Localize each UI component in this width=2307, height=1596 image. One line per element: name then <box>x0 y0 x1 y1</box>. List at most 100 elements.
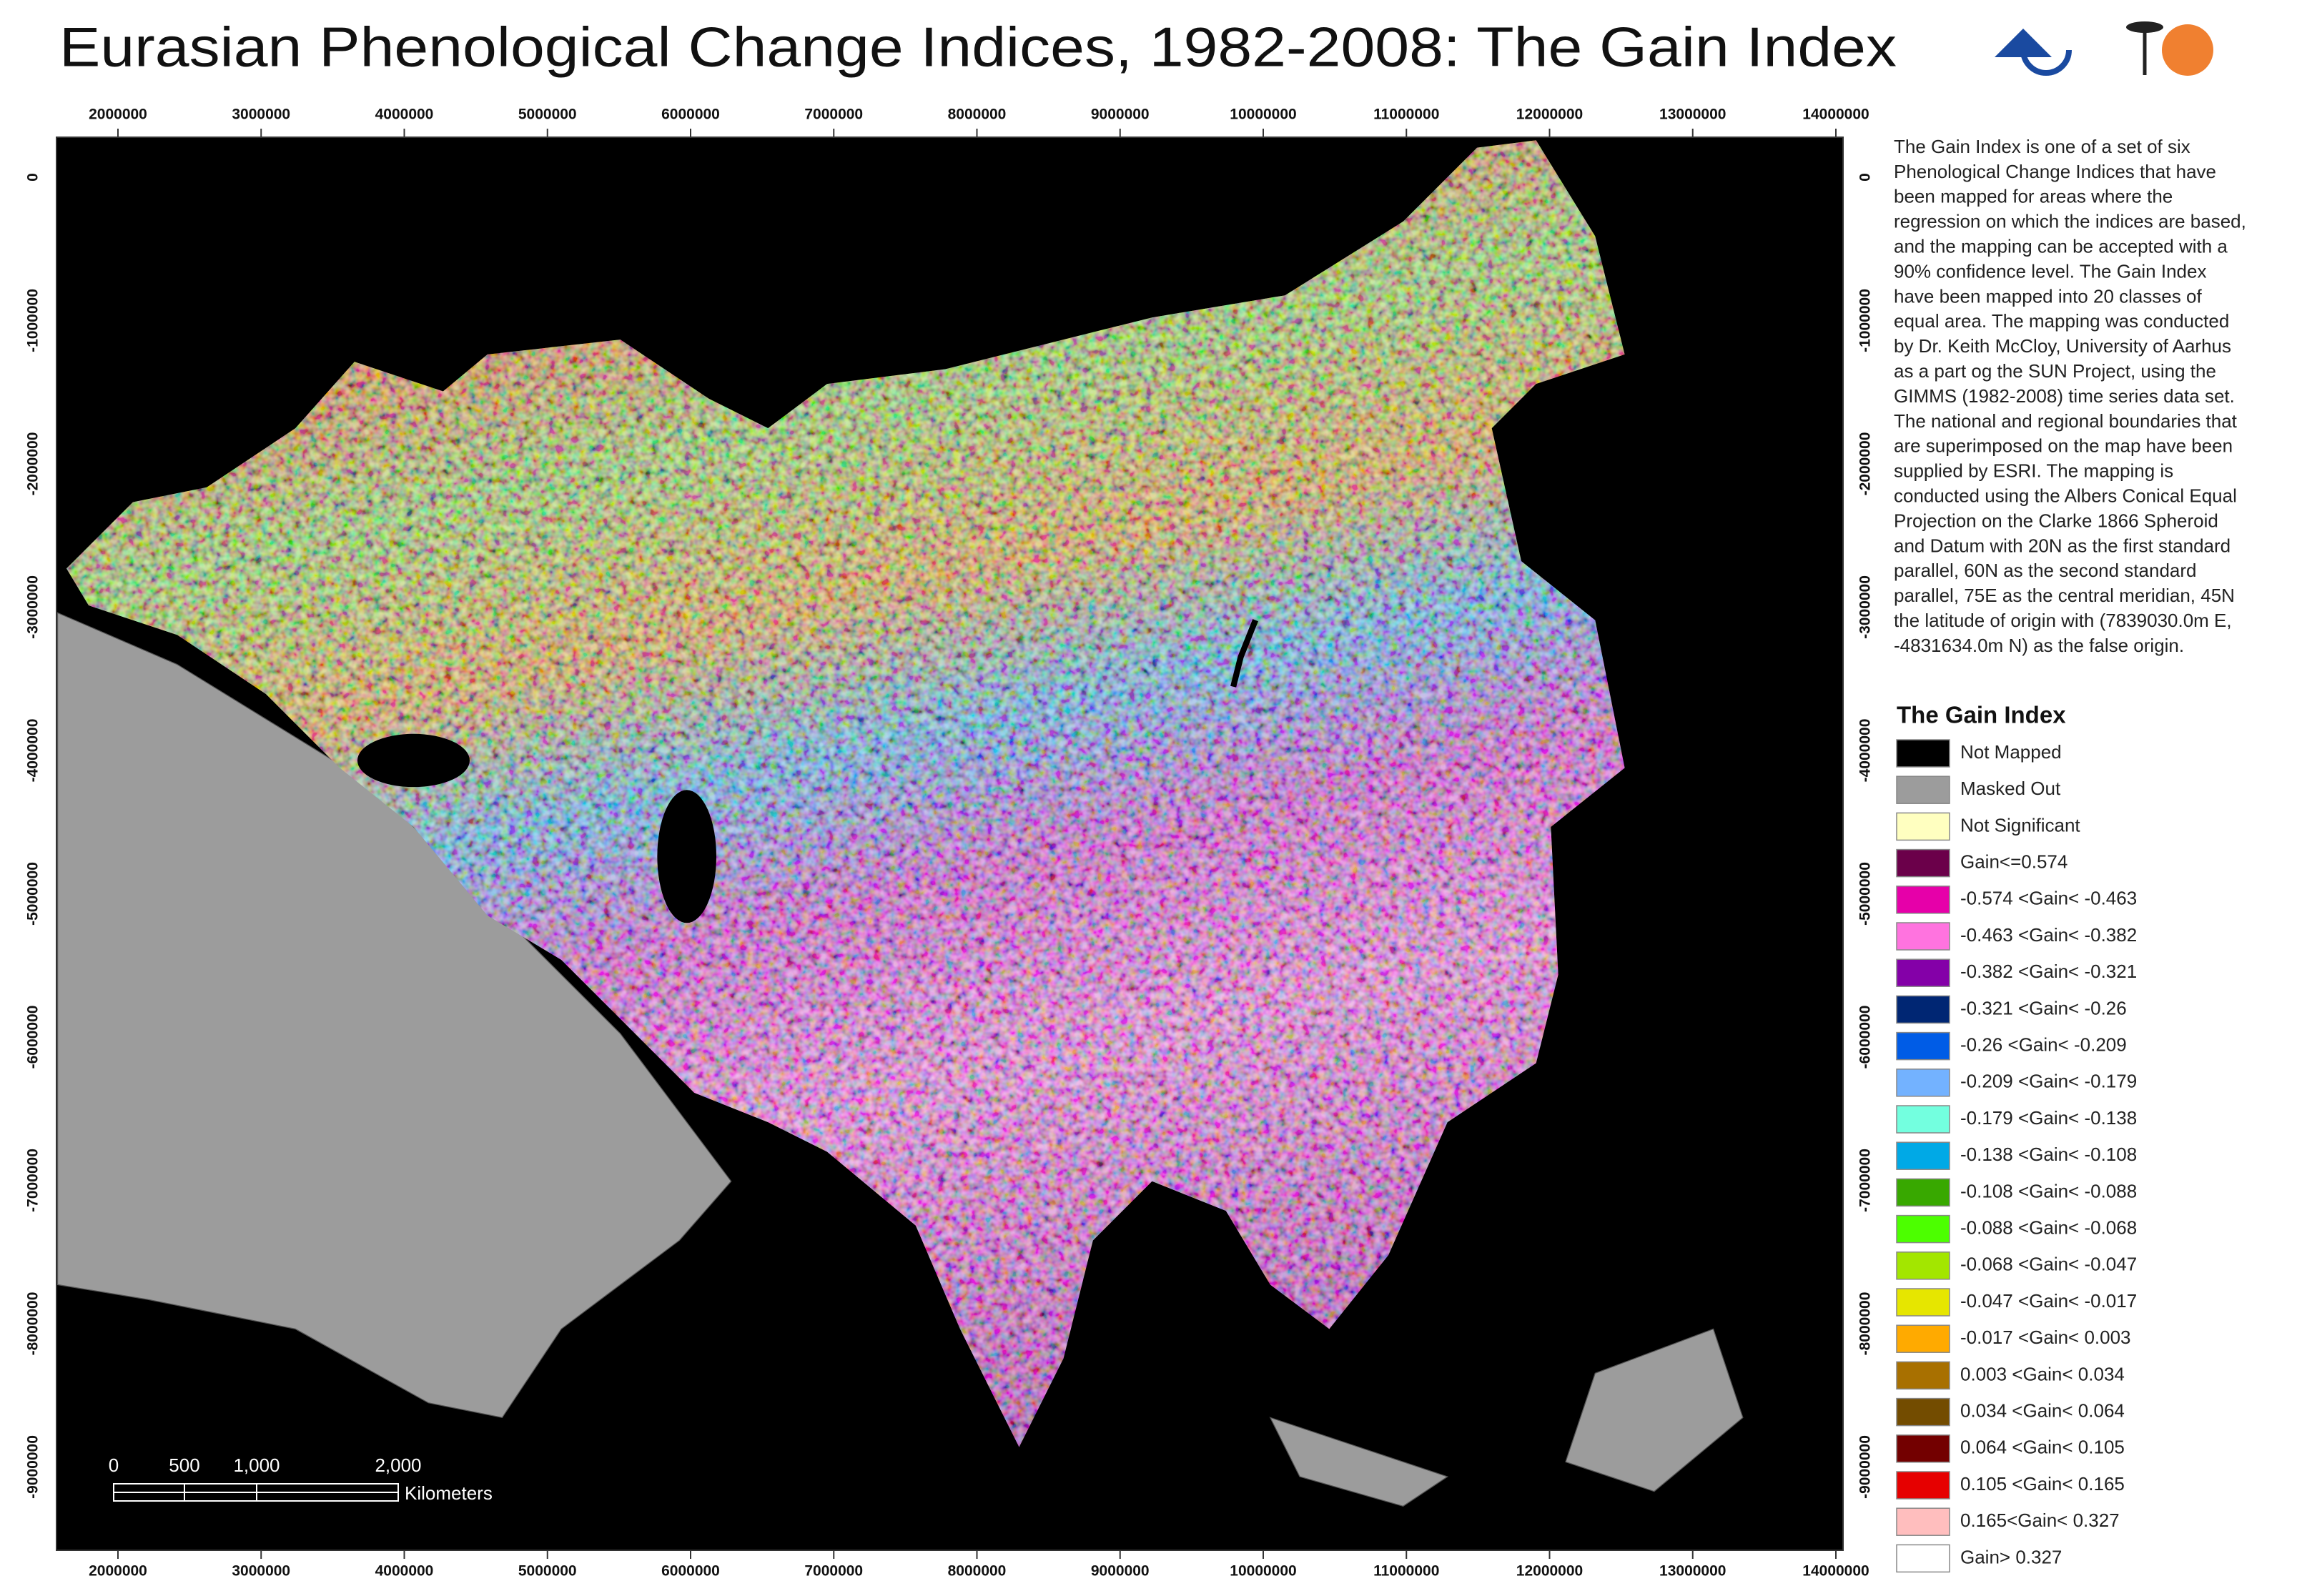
black-sea <box>357 733 470 788</box>
university-logo-arc <box>2020 49 2072 76</box>
bottom-tick-label: 4000000 <box>375 1563 434 1580</box>
right-tick-label: -1000000 <box>1857 289 1874 352</box>
tree-logo-crown <box>2126 21 2163 33</box>
bottom-tick-label: 9000000 <box>1091 1563 1150 1580</box>
legend-swatch <box>1896 995 1950 1024</box>
legend-swatch <box>1896 1178 1950 1207</box>
description-line: and Datum with 20N as the first standard <box>1894 535 2231 556</box>
top-tick-label: 6000000 <box>661 106 720 123</box>
description-line: The national and regional boundaries tha… <box>1894 410 2238 432</box>
legend-swatch <box>1896 1471 1950 1500</box>
legend-label: -0.047 <Gain< -0.017 <box>1960 1290 2137 1312</box>
masked-land-australia <box>1565 1328 1744 1492</box>
scale-bar-label: 500 <box>169 1454 199 1476</box>
legend-label: Gain> 0.327 <box>1960 1546 2062 1567</box>
legend-label: Not Mapped <box>1960 741 2062 763</box>
legend-label: -0.017 <Gain< 0.003 <box>1960 1327 2131 1348</box>
legend-swatch <box>1896 1141 1950 1170</box>
logos <box>1995 21 2213 76</box>
right-tick-label: -3000000 <box>1857 575 1874 639</box>
top-tick-label: 10000000 <box>1230 106 1296 123</box>
description-line: are superimposed on the map have been <box>1894 435 2233 457</box>
bottom-tick-label: 2000000 <box>89 1563 147 1580</box>
right-tick-label: -2000000 <box>1857 432 1874 496</box>
bottom-tick-label: 5000000 <box>518 1563 577 1580</box>
caspian-sea <box>657 790 717 923</box>
description-line: parallel, 60N as the second standard <box>1894 560 2197 581</box>
university-logo <box>1995 29 2052 57</box>
right-tick-label: 0 <box>1857 173 1874 182</box>
bottom-tick-label: 10000000 <box>1230 1563 1296 1580</box>
description-line: supplied by ESRI. The mapping is <box>1894 460 2173 482</box>
scale-bar-label: 2,000 <box>375 1454 421 1476</box>
title: Eurasian Phenological Change Indices, 19… <box>59 16 1897 79</box>
bottom-tick-label: 11000000 <box>1373 1563 1439 1580</box>
left-tick-label: -4000000 <box>25 719 41 783</box>
left-tick-label: -8000000 <box>25 1292 41 1356</box>
legend-label: -0.574 <Gain< -0.463 <box>1960 888 2137 909</box>
description-line: GIMMS (1982-2008) time series data set. <box>1894 385 2235 407</box>
top-tick-label: 8000000 <box>948 106 1007 123</box>
legend-label: 0.064 <Gain< 0.105 <box>1960 1437 2125 1458</box>
right-tick-label: -4000000 <box>1857 719 1874 783</box>
top-tick-label: 7000000 <box>804 106 863 123</box>
legend-label: -0.321 <Gain< -0.26 <box>1960 997 2127 1018</box>
top-tick-label: 12000000 <box>1516 106 1583 123</box>
bottom-tick-label: 12000000 <box>1516 1563 1583 1580</box>
sun-logo <box>2162 24 2213 76</box>
description-line: conducted using the Albers Conical Equal <box>1894 485 2237 506</box>
legend-swatch <box>1896 1069 1950 1097</box>
legend-label: 0.105 <Gain< 0.165 <box>1960 1473 2125 1495</box>
legend-label: -0.179 <Gain< -0.138 <box>1960 1107 2137 1129</box>
description-line: been mapped for areas where the <box>1894 186 2173 207</box>
bottom-tick-label: 6000000 <box>661 1563 720 1580</box>
scale-bar-unit: Kilometers <box>405 1482 493 1504</box>
legend-label: -0.26 <Gain< -0.209 <box>1960 1034 2127 1055</box>
legend-label: Not Significant <box>1960 814 2080 836</box>
scale-bar-label: 0 <box>109 1454 119 1476</box>
top-tick-label: 13000000 <box>1659 106 1726 123</box>
legend-label: -0.068 <Gain< -0.047 <box>1960 1254 2137 1275</box>
right-tick-label: -9000000 <box>1857 1435 1874 1499</box>
bottom-tick-label: 13000000 <box>1659 1563 1726 1580</box>
legend-label: Gain<=0.574 <box>1960 851 2068 872</box>
legend-swatch <box>1896 922 1950 951</box>
description-line: The Gain Index is one of a set of six <box>1894 136 2190 157</box>
legend-label: -0.382 <Gain< -0.321 <box>1960 961 2137 982</box>
legend-swatch <box>1896 1361 1950 1390</box>
scale-bar-label: 1,000 <box>233 1454 280 1476</box>
legend-label: -0.463 <Gain< -0.382 <box>1960 924 2137 946</box>
legend-swatch <box>1896 1507 1950 1536</box>
description-line: equal area. The mapping was conducted <box>1894 310 2229 332</box>
bottom-tick-label: 8000000 <box>948 1563 1007 1580</box>
description-line: as a part og the SUN Project, using the <box>1894 360 2216 382</box>
top-tick-label: 2000000 <box>89 106 147 123</box>
left-tick-label: -5000000 <box>25 862 41 926</box>
description-line: -4831634.0m N) as the false origin. <box>1894 635 2184 656</box>
legend-swatch <box>1896 886 1950 914</box>
legend-label: 0.003 <Gain< 0.034 <box>1960 1363 2125 1384</box>
description-line: regression on which the indices are base… <box>1894 211 2246 232</box>
legend-label: -0.209 <Gain< -0.179 <box>1960 1071 2137 1092</box>
top-tick-label: 5000000 <box>518 106 577 123</box>
top-tick-label: 4000000 <box>375 106 434 123</box>
legend-swatch <box>1896 1251 1950 1280</box>
bottom-tick-label: 3000000 <box>232 1563 290 1580</box>
description-line: by Dr. Keith McCloy, University of Aarhu… <box>1894 335 2231 357</box>
bottom-tick-label: 7000000 <box>804 1563 863 1580</box>
lake-baikal <box>1230 619 1258 688</box>
legend-swatch <box>1896 1105 1950 1134</box>
right-tick-label: -6000000 <box>1857 1006 1874 1069</box>
description-line: Projection on the Clarke 1866 Spheroid <box>1894 510 2218 531</box>
legend-swatch <box>1896 1397 1950 1427</box>
description-line: have been mapped into 20 classes of <box>1894 285 2203 307</box>
legend-swatch <box>1896 775 1950 804</box>
legend-label: 0.034 <Gain< 0.064 <box>1960 1399 2125 1421</box>
legend-swatch <box>1896 848 1950 878</box>
legend-swatch <box>1896 1031 1950 1061</box>
legend-label: -0.108 <Gain< -0.088 <box>1960 1180 2137 1201</box>
right-tick-label: -8000000 <box>1857 1292 1874 1356</box>
map-layers <box>56 612 1744 1507</box>
scale-bar: 0 500 1,000 2,000 Kilometers <box>109 1454 493 1504</box>
right-tick-label: -7000000 <box>1857 1149 1874 1212</box>
